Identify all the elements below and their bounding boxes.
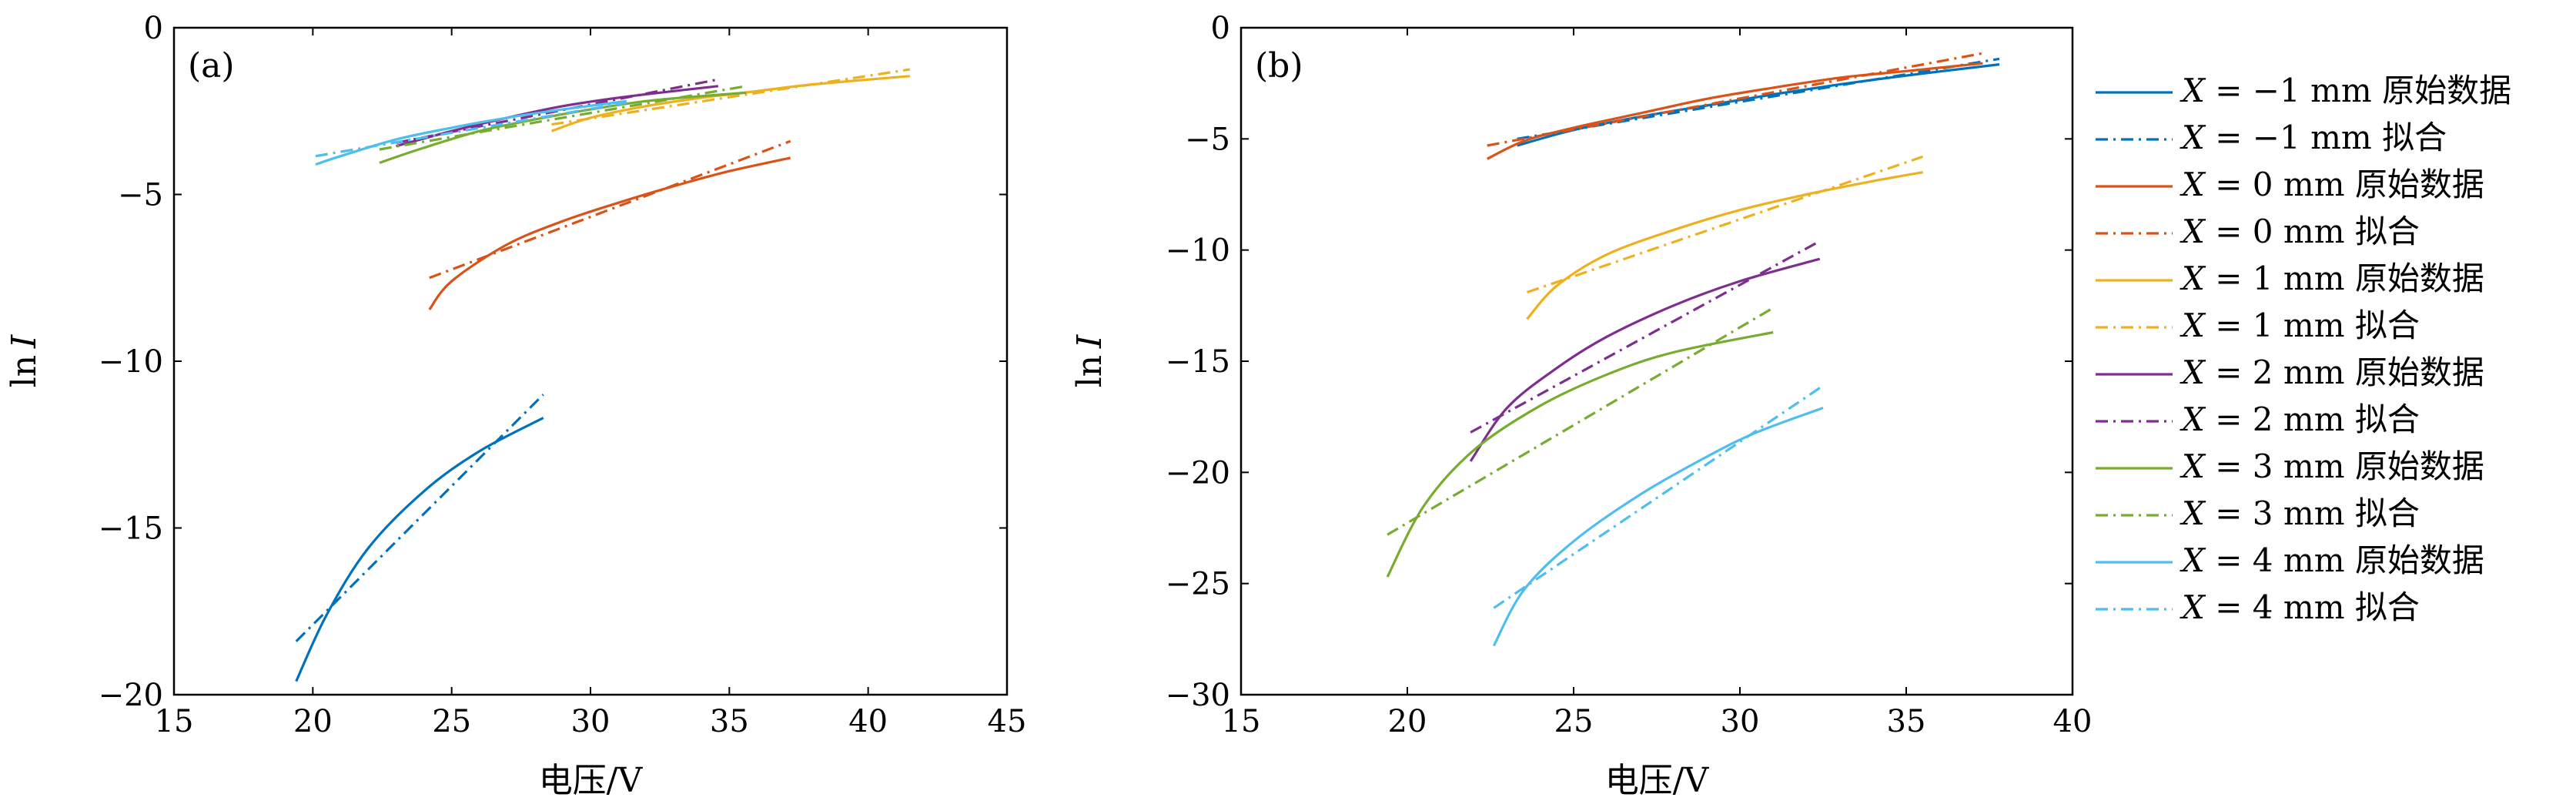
panel-label-b: (b) [1255,46,1303,85]
x-tick-label: 25 [432,704,471,739]
legend-item: X = 3 mm 原始数据 [2096,447,2484,485]
series-line-b-2 [1486,62,1983,160]
y-tick-label: −15 [99,511,163,547]
series-line-a-9 [379,85,747,151]
series-line-a-2 [428,156,791,310]
legend-label: X = −1 mm 原始数据 [2180,72,2511,109]
series-line-b-11 [1493,384,1824,609]
panel-a: 15 20 25 30 35 40 45 0 −5 −10 −15 −20 (a) 电压/V ln I [5,11,1026,800]
y-tick-label: 0 [144,11,163,46]
series-line-a-4 [550,75,910,132]
series-line-b-8 [1386,330,1774,578]
plot-frame-b [1239,26,2074,696]
series-line-a-5 [551,68,911,126]
x-tick-label: 40 [848,704,888,739]
x-tick-label: 35 [1887,704,1926,739]
x-tick-label: 45 [988,704,1027,739]
legend-item: X = 2 mm 原始数据 [2096,354,2484,391]
series-line-b-10 [1492,407,1824,647]
legend-label: X = 2 mm 原始数据 [2180,354,2484,391]
y-axis-label-a: ln I [5,333,44,387]
legend-label: X = 1 mm 拟合 [2180,307,2420,344]
legend-label: X = 4 mm 原始数据 [2180,541,2484,579]
y-tick-label: −5 [1185,122,1230,157]
legend-item: X = −1 mm 原始数据 [2096,72,2511,109]
x-tick-label: 25 [1554,704,1594,739]
x-tick-label: 15 [1222,704,1261,739]
series-line-b-0 [1517,63,2000,147]
legend-item: X = 3 mm 拟合 [2096,494,2420,532]
series-line-a-10 [315,99,627,166]
legend-label: X = 0 mm 原始数据 [2180,166,2484,203]
y-tick-label: −25 [1166,567,1230,602]
y-tick-label: −15 [1166,344,1230,380]
panel-b: 15 20 25 30 35 400−5−10−15−20−25−30 (b) 电压/V … [1070,11,2092,800]
series-line-a-8 [379,91,747,164]
x-tick-label: 30 [1721,704,1760,739]
x-axis-label-b: 电压/V [1605,761,1710,800]
y-tick-label: −10 [1166,233,1230,269]
series-line-b-6 [1469,257,1821,462]
series-line-a-3 [429,139,791,280]
y-tick-label: −20 [1166,455,1230,491]
legend-item: X = 1 mm 拟合 [2096,307,2420,344]
legend-item: X = 4 mm 拟合 [2096,588,2420,626]
legend-label: X = 0 mm 拟合 [2180,213,2420,250]
y-tick-label: −30 [1166,678,1230,713]
legend-item: X = 0 mm 原始数据 [2096,166,2484,203]
x-tick-label: 35 [710,704,749,739]
series-line-a-1 [295,394,544,642]
x-axis-label-a: 电压/V [539,761,644,800]
y-axis-label-b: ln I [1070,333,1109,387]
x-tick-label: 20 [1388,704,1427,739]
y-tick-label: −5 [118,178,163,213]
panel-label-a: (a) [188,46,235,85]
legend: X = −1 mm 原始数据 X = −1 mm 拟合 X = 0 mm 原始数据 X… [2096,72,2511,626]
legend-item: X = 0 mm 拟合 [2096,213,2420,250]
x-tick-label: 20 [293,704,333,739]
legend-label: X = 1 mm 原始数据 [2180,260,2484,297]
legend-label: X = 3 mm 拟合 [2180,494,2420,532]
plot-frame-a [172,26,1009,696]
series-line-a-0 [295,417,544,682]
legend-label: X = 3 mm 原始数据 [2180,447,2484,485]
legend-item: X = 2 mm 拟合 [2096,400,2420,438]
series-line-a-11 [315,101,627,158]
legend-label: X = 4 mm 拟合 [2180,588,2420,626]
legend-item: X = 4 mm 原始数据 [2096,541,2484,579]
legend-label: X = −1 mm 拟合 [2180,119,2447,156]
series-line-b-5 [1526,155,1924,294]
x-tick-label: 30 [571,704,611,739]
y-tick-label: −20 [99,678,163,713]
x-tick-label: 40 [2053,704,2093,739]
series-line-b-4 [1526,171,1923,320]
series-line-b-3 [1487,52,1983,147]
y-tick-label: −10 [99,344,163,380]
series-line-b-9 [1387,307,1775,536]
y-tick-label: 0 [1211,11,1230,46]
legend-item: X = −1 mm 拟合 [2096,119,2447,156]
legend-item: X = 1 mm 原始数据 [2096,260,2484,297]
series-line-b-7 [1470,240,1821,434]
x-tick-label: 15 [155,704,194,739]
legend-label: X = 2 mm 拟合 [2180,400,2420,438]
